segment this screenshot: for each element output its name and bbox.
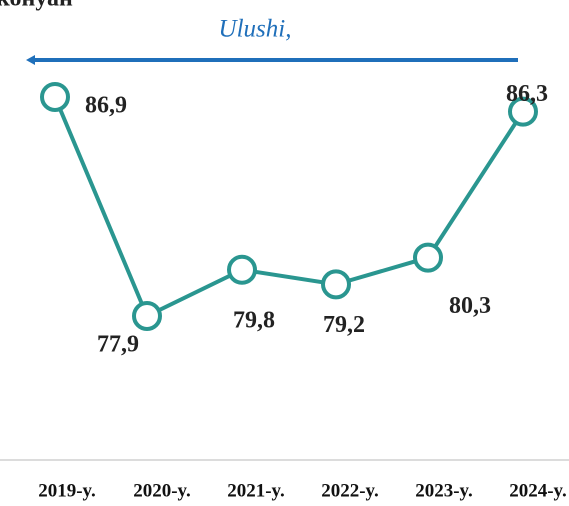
marker bbox=[413, 242, 443, 273]
data-label: 80,3 bbox=[449, 293, 491, 319]
x-tick-label: 2023-y. bbox=[415, 480, 473, 501]
data-label: 77,9 bbox=[97, 332, 139, 358]
marker bbox=[132, 301, 162, 331]
x-tick-label: 2024-y. bbox=[509, 480, 567, 501]
x-tick-label: 2019-y. bbox=[38, 480, 96, 501]
x-tick-label: 2020-y. bbox=[133, 480, 191, 501]
data-label: 79,2 bbox=[323, 312, 365, 338]
marker bbox=[508, 96, 538, 127]
data-label: 79,8 bbox=[233, 307, 275, 333]
marker bbox=[40, 82, 70, 112]
data-label: 86,3 bbox=[506, 81, 548, 107]
x-tick-label: 2021-y. bbox=[227, 480, 285, 501]
marker bbox=[321, 269, 351, 300]
annotation: Ulushi, bbox=[219, 16, 292, 43]
marker bbox=[227, 254, 257, 285]
chart-title: конуан bbox=[0, 0, 73, 12]
data-label: 86,9 bbox=[85, 93, 127, 119]
arrow-head bbox=[26, 55, 35, 65]
x-tick-label: 2022-y. bbox=[321, 480, 379, 501]
line bbox=[53, 96, 525, 319]
